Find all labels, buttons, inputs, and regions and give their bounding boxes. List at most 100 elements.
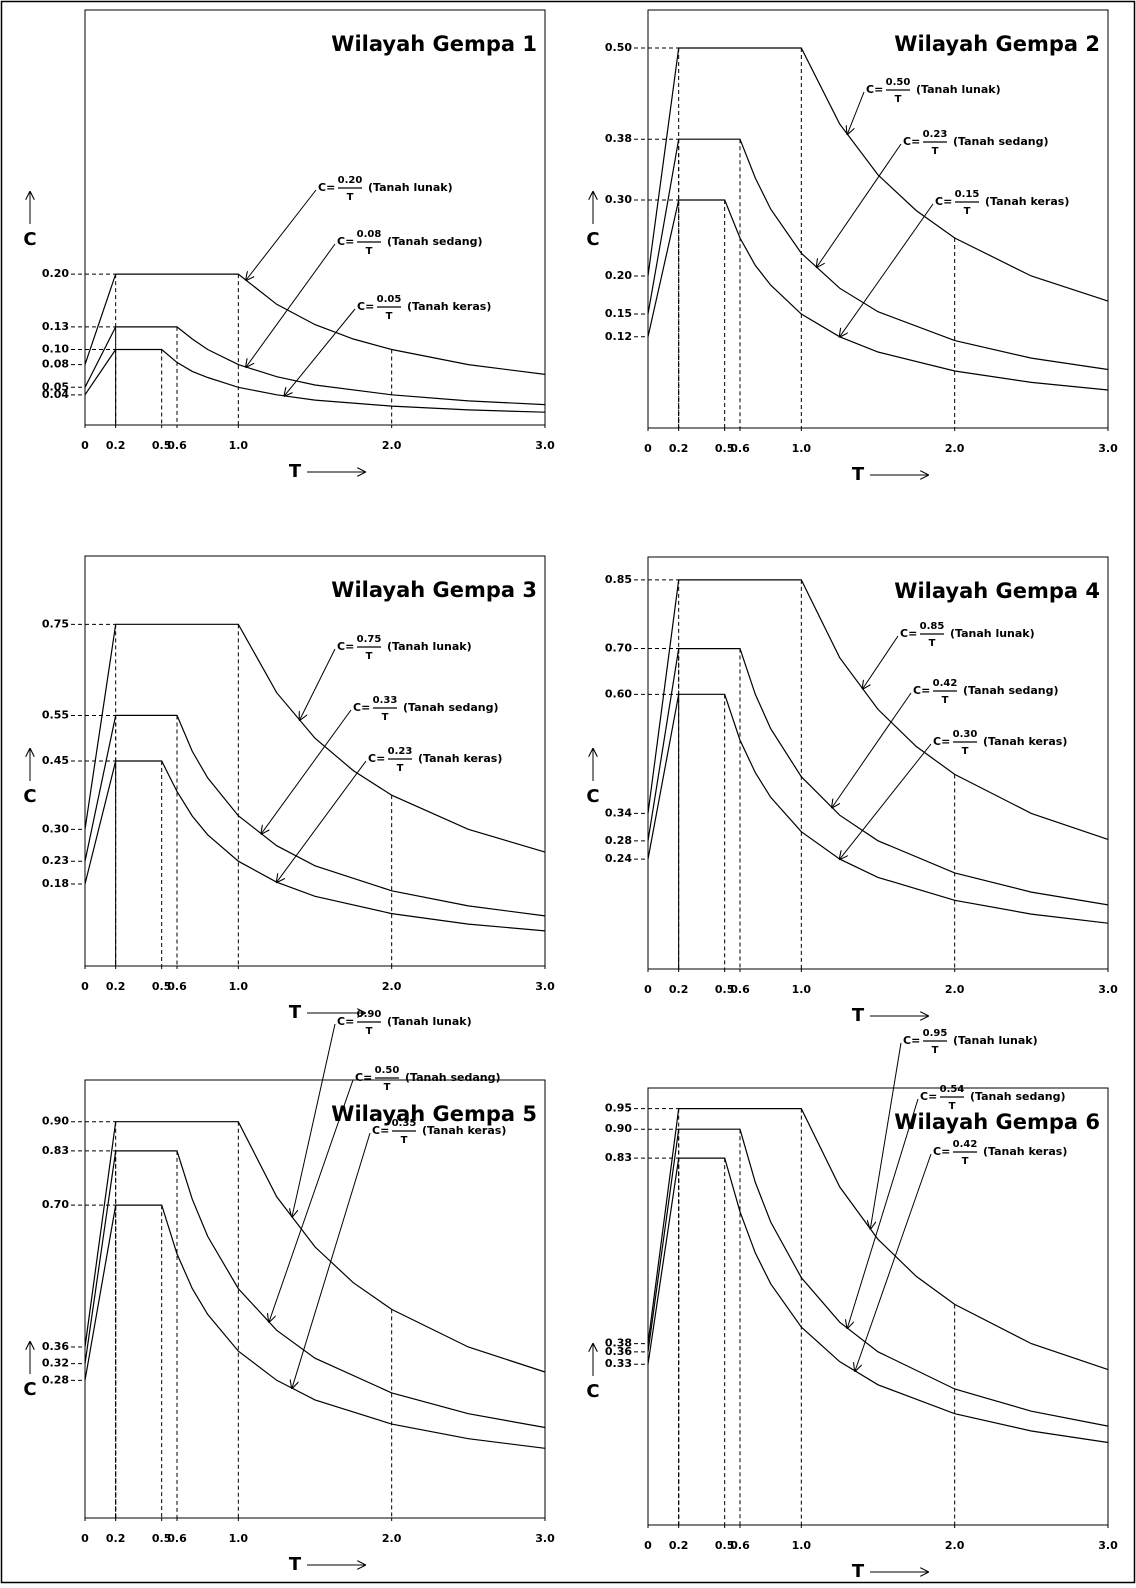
formula-prefix: C= xyxy=(337,1015,354,1028)
annotation-arrow xyxy=(817,144,901,267)
y-tick-label: 0.33 xyxy=(605,1357,632,1370)
chart-title: Wilayah Gempa 5 xyxy=(331,1102,537,1126)
annotation-arrow xyxy=(863,636,898,689)
page-border xyxy=(2,2,1135,1583)
y-tick-label: 0.36 xyxy=(605,1345,632,1358)
y-tick-label: 0.04 xyxy=(42,388,69,401)
y-tick-label: 0.30 xyxy=(605,193,632,206)
y-tick-label: 0.12 xyxy=(605,330,632,343)
soil-label: (Tanah sedang) xyxy=(405,1071,501,1084)
spectrum-line xyxy=(85,624,545,852)
y-tick-label: 0.20 xyxy=(42,267,69,280)
x-tick-label: 0 xyxy=(644,442,652,455)
formula-prefix: C= xyxy=(353,701,370,714)
formula-numerator: 0.50 xyxy=(886,77,911,88)
formula-numerator: 0.30 xyxy=(953,729,978,740)
x-tick-label: 3.0 xyxy=(535,439,555,452)
soil-label: (Tanah lunak) xyxy=(916,83,1001,96)
y-axis-label: C xyxy=(23,229,36,250)
y-tick-label: 0.83 xyxy=(605,1151,632,1164)
y-tick-label: 0.18 xyxy=(42,877,69,890)
soil-label: (Tanah sedang) xyxy=(403,701,499,714)
x-tick-label: 0 xyxy=(644,983,652,996)
annotation-arrow xyxy=(847,92,864,134)
annotation-arrow xyxy=(277,761,366,882)
formula-numerator: 0.95 xyxy=(923,1028,948,1039)
x-tick-label: 3.0 xyxy=(535,980,555,993)
x-tick-label: 2.0 xyxy=(945,442,965,455)
soil-label: (Tanah keras) xyxy=(983,1145,1067,1158)
plot-frame xyxy=(85,10,545,425)
formula-numerator: 0.23 xyxy=(923,129,948,140)
annotation-arrow xyxy=(855,1154,931,1371)
annotation-arrow xyxy=(840,744,931,859)
x-tick-label: 0.2 xyxy=(106,980,126,993)
soil-label: (Tanah keras) xyxy=(407,300,491,313)
annotation-arrow xyxy=(246,190,316,280)
spectrum-line xyxy=(85,1122,545,1372)
soil-label: (Tanah keras) xyxy=(418,752,502,765)
formula-numerator: 0.42 xyxy=(953,1139,978,1150)
formula-denominator: T xyxy=(397,763,404,774)
formula-numerator: 0.33 xyxy=(373,695,398,706)
y-tick-label: 0.55 xyxy=(42,708,69,721)
y-tick-label: 0.90 xyxy=(605,1122,632,1135)
formula-denominator: T xyxy=(401,1135,408,1146)
spectrum-line xyxy=(85,274,545,374)
formula-prefix: C= xyxy=(866,83,883,96)
x-tick-label: 0.2 xyxy=(669,983,689,996)
y-tick-label: 0.50 xyxy=(605,41,632,54)
chart-title: Wilayah Gempa 4 xyxy=(894,579,1100,603)
x-tick-label: 0.2 xyxy=(669,442,689,455)
x-tick-label: 3.0 xyxy=(1098,1539,1118,1552)
x-tick-label: 0 xyxy=(81,439,89,452)
y-axis-label: C xyxy=(586,1381,599,1402)
plot-frame xyxy=(648,557,1108,969)
spectrum-line xyxy=(85,761,545,931)
x-tick-label: 0.2 xyxy=(106,1532,126,1545)
formula-numerator: 0.90 xyxy=(357,1009,382,1020)
formula-prefix: C= xyxy=(933,1145,950,1158)
formula-numerator: 0.54 xyxy=(940,1084,965,1095)
chart-title: Wilayah Gempa 6 xyxy=(894,1110,1100,1134)
formula-denominator: T xyxy=(366,246,373,257)
y-tick-label: 0.90 xyxy=(42,1115,69,1128)
formula-numerator: 0.08 xyxy=(357,229,382,240)
formula-prefix: C= xyxy=(935,195,952,208)
soil-label: (Tanah lunak) xyxy=(387,1015,472,1028)
formula-prefix: C= xyxy=(337,640,354,653)
y-axis-label: C xyxy=(23,786,36,807)
soil-label: (Tanah sedang) xyxy=(953,135,1049,148)
y-tick-label: 0.23 xyxy=(42,854,69,867)
soil-label: (Tanah lunak) xyxy=(950,627,1035,640)
chart-title: Wilayah Gempa 3 xyxy=(331,578,537,602)
x-tick-label: 1.0 xyxy=(792,983,812,996)
x-tick-label: 0.6 xyxy=(167,439,187,452)
y-tick-label: 0.34 xyxy=(605,806,632,819)
annotation-arrow xyxy=(292,1024,335,1217)
formula-numerator: 0.23 xyxy=(388,746,413,757)
annotation-arrow xyxy=(840,204,933,337)
y-tick-label: 0.24 xyxy=(605,852,632,865)
spectrum-line xyxy=(85,1151,545,1428)
spectrum-line xyxy=(648,580,1108,840)
x-tick-label: 1.0 xyxy=(792,1539,812,1552)
formula-numerator: 0.05 xyxy=(377,294,402,305)
x-axis-label: T xyxy=(289,1554,302,1575)
formula-denominator: T xyxy=(932,146,939,157)
x-axis-label: T xyxy=(852,1005,865,1026)
x-tick-label: 2.0 xyxy=(382,980,402,993)
x-axis-label: T xyxy=(852,464,865,485)
y-tick-label: 0.38 xyxy=(605,132,632,145)
formula-numerator: 0.50 xyxy=(375,1065,400,1076)
y-tick-label: 0.13 xyxy=(42,320,69,333)
x-tick-label: 0.6 xyxy=(730,983,750,996)
formula-prefix: C= xyxy=(900,627,917,640)
formula-denominator: T xyxy=(382,712,389,723)
annotation-arrow xyxy=(292,1133,370,1388)
x-axis-label: T xyxy=(289,1002,302,1023)
x-tick-label: 1.0 xyxy=(229,439,249,452)
spectrum-line xyxy=(85,1205,545,1448)
y-tick-label: 0.08 xyxy=(42,358,69,371)
formula-denominator: T xyxy=(932,1045,939,1056)
